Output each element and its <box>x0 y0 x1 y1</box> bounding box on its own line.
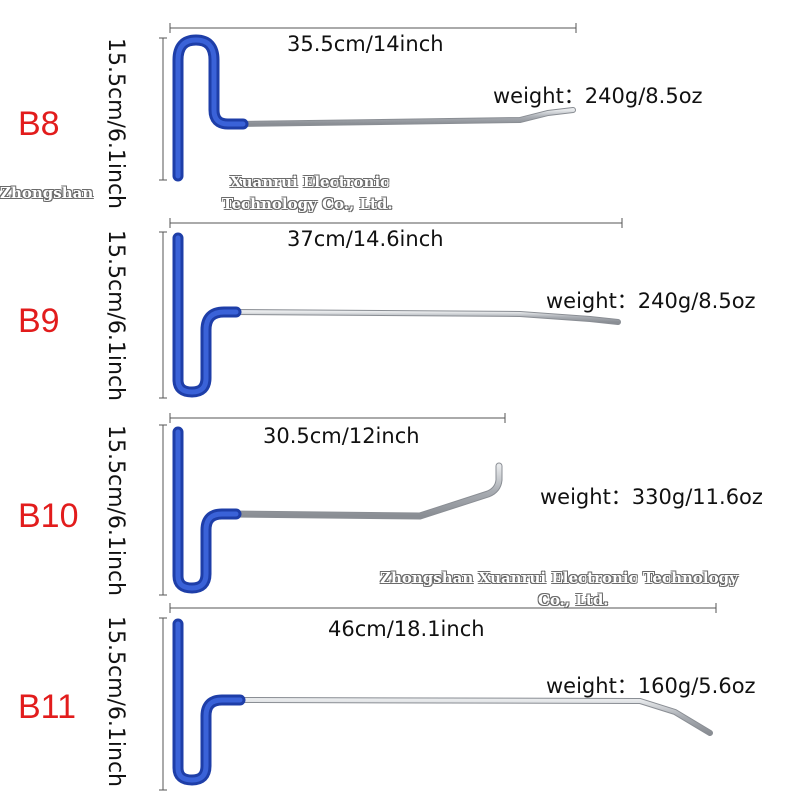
tool-b8 <box>172 34 576 182</box>
watermark-company-e: Co., Ltd. <box>538 591 609 609</box>
model-label-b8: B8 <box>18 105 60 143</box>
length-label-b11: 46cm/18.1inch <box>328 617 485 641</box>
length-label-b8: 35.5cm/14inch <box>287 32 444 56</box>
length-label-b10: 30.5cm/12inch <box>263 424 420 448</box>
height-label-b11: 15.5cm/6.1inch <box>103 616 128 788</box>
height-label-b10: 15.5cm/6.1inch <box>103 425 128 597</box>
model-label-b9: B9 <box>18 302 60 340</box>
tool-b10 <box>172 426 503 594</box>
weight-label-b10: weight：330g/11.6oz <box>540 485 763 509</box>
watermark-company-d: Zhongshan Xuanrui Electronic Technology <box>380 569 738 587</box>
watermark-company-a: Zhongshan <box>0 184 94 202</box>
length-label-b9: 37cm/14.6inch <box>287 227 444 251</box>
weight-label-b9: weight：240g/8.5oz <box>546 289 756 313</box>
dimension-lines <box>159 23 717 791</box>
height-label-b9: 15.5cm/6.1inch <box>103 230 128 402</box>
tool-b9 <box>172 232 621 398</box>
tool-b11 <box>172 618 713 786</box>
model-label-b10: B10 <box>18 497 79 535</box>
model-label-b11: B11 <box>18 688 76 726</box>
height-label-b8: 15.5cm/6.1inch <box>103 38 128 210</box>
weight-label-b11: weight：160g/5.6oz <box>546 674 756 698</box>
weight-label-b8: weight：240g/8.5oz <box>493 84 703 108</box>
watermark-company-c: Technology Co., Ltd. <box>222 195 393 213</box>
watermark-company-b: Xuanrui Electronic <box>230 173 390 191</box>
